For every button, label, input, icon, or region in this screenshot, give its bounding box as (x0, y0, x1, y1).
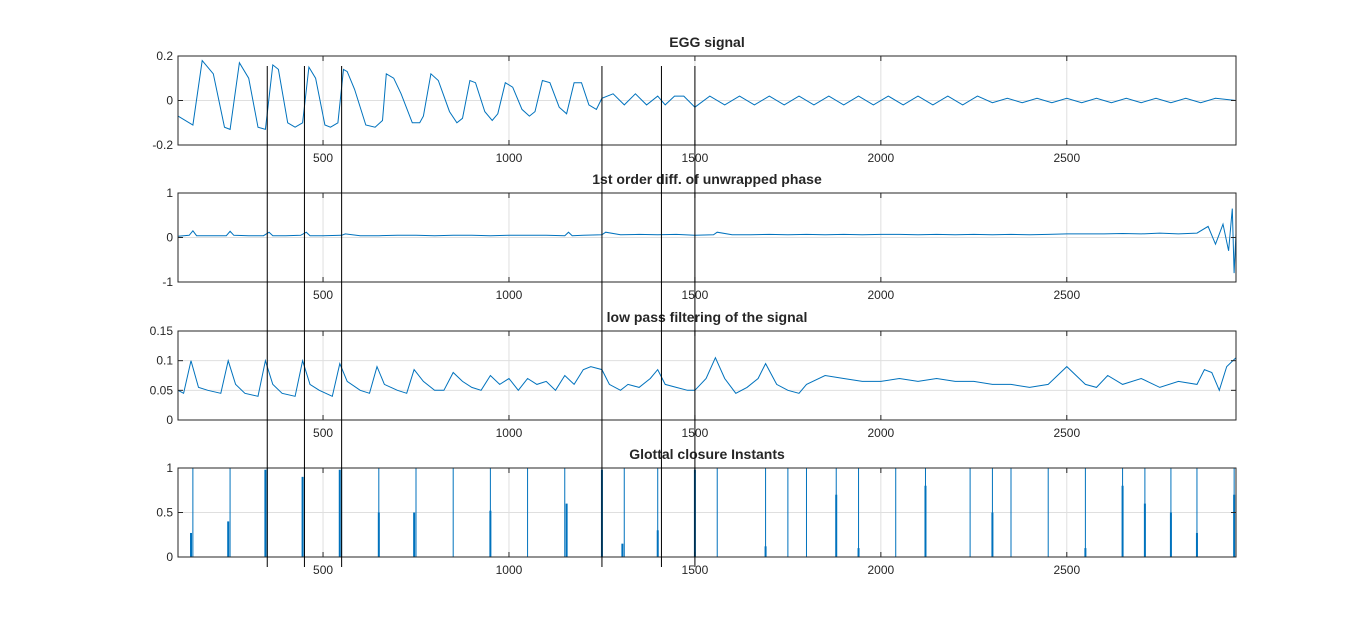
x-tick-label: 2000 (868, 151, 895, 165)
series-group (178, 59, 1236, 131)
panel-title: low pass filtering of the signal (607, 309, 808, 325)
x-tick-label: 500 (313, 151, 333, 165)
x-tick-label: 2000 (868, 288, 895, 302)
x-tick-label: 500 (313, 288, 333, 302)
series-group (190, 468, 1236, 557)
marker-lines (266, 66, 696, 567)
x-tick-label: 2500 (1053, 426, 1080, 440)
y-tick-label: 1 (166, 186, 173, 200)
y-tick-label: 0.1 (156, 354, 173, 368)
y-tick-label: 0.2 (156, 49, 173, 63)
x-tick-label: 2500 (1053, 151, 1080, 165)
y-tick-label: 0 (166, 94, 173, 108)
y-tick-label: 0.5 (156, 506, 173, 520)
y-tick-label: -1 (162, 275, 173, 289)
series-line (178, 208, 1236, 274)
panel-title: EGG signal (669, 34, 744, 50)
x-tick-label: 2500 (1053, 563, 1080, 577)
series-line (178, 356, 1236, 398)
y-tick-label: 0.05 (150, 383, 174, 397)
axes-box (177, 330, 1237, 421)
x-tick-label: 2000 (868, 426, 895, 440)
x-tick-label: 1000 (496, 288, 523, 302)
panel-title: Glottal closure Instants (629, 446, 785, 462)
y-tick-label: 0 (166, 231, 173, 245)
x-tick-label: 1500 (682, 563, 709, 577)
y-tick-label: -0.2 (152, 138, 173, 152)
series-group (178, 208, 1236, 274)
panel-title: 1st order diff. of unwrapped phase (592, 171, 822, 187)
series-group (178, 356, 1236, 398)
x-tick-label: 1000 (496, 563, 523, 577)
x-tick-label: 2000 (868, 563, 895, 577)
x-tick-label: 1000 (496, 426, 523, 440)
y-tick-label: 1 (166, 461, 173, 475)
x-tick-label: 500 (313, 563, 333, 577)
y-tick-label: 0.15 (150, 324, 174, 338)
y-tick-label: 0 (166, 413, 173, 427)
x-tick-label: 1000 (496, 151, 523, 165)
axes-panel-4: 500 1000 1500 2000 2500 0 0.5 1 Glottal closure … (156, 446, 1237, 577)
x-tick-label: 2500 (1053, 288, 1080, 302)
series-line (178, 59, 1236, 131)
x-tick-label: 500 (313, 426, 333, 440)
y-tick-label: 0 (166, 550, 173, 564)
